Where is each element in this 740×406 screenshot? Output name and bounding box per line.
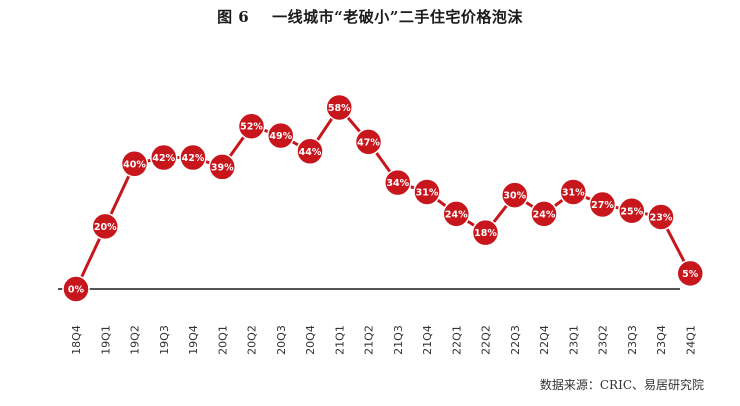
data-point-24Q1: 5% — [676, 259, 704, 288]
data-point-19Q2: 40% — [120, 150, 149, 178]
data-point-19Q4: 42% — [179, 143, 207, 172]
data-point-22Q2: 18% — [471, 218, 500, 247]
figure-number: 图 6 — [217, 8, 250, 26]
data-point-19Q3: 42% — [150, 143, 178, 172]
data-point-20Q2: 52% — [237, 112, 266, 140]
data-label: 49% — [269, 131, 292, 142]
x-tick-label: 18Q4 — [70, 325, 83, 355]
x-tick-label: 23Q4 — [655, 325, 668, 355]
x-tick-label: 19Q3 — [158, 325, 171, 355]
data-label: 58% — [328, 103, 351, 114]
x-tick-label: 22Q3 — [509, 325, 522, 355]
data-label: 24% — [445, 209, 468, 220]
data-label: 23% — [650, 213, 673, 224]
data-point-22Q3: 30% — [501, 181, 529, 209]
data-point-21Q2: 47% — [354, 128, 383, 156]
data-point-23Q3: 25% — [618, 197, 646, 225]
data-point-21Q4: 31% — [413, 178, 441, 206]
x-tick-label: 23Q2 — [597, 325, 610, 355]
data-label: 31% — [562, 187, 585, 198]
source-note: 数据来源：CRIC、易居研究院 — [539, 378, 704, 392]
point-marker — [150, 143, 178, 172]
data-label: 52% — [240, 122, 263, 133]
x-tick-label: 21Q2 — [363, 325, 376, 355]
point-marker — [325, 93, 353, 122]
data-point-20Q3: 49% — [267, 121, 295, 150]
data-point-18Q4: 0% — [62, 275, 90, 303]
x-tick-label: 23Q3 — [626, 325, 639, 355]
point-marker — [501, 181, 529, 209]
x-tick-label: 24Q1 — [684, 325, 697, 355]
data-label: 0% — [68, 285, 85, 296]
point-marker — [559, 178, 587, 206]
data-label: 31% — [416, 187, 439, 198]
data-point-20Q4: 44% — [296, 137, 324, 166]
x-tick-label: 21Q1 — [333, 325, 346, 355]
point-marker — [413, 178, 441, 206]
data-point-23Q1: 31% — [559, 178, 587, 206]
data-label: 44% — [299, 147, 322, 158]
x-tick-label: 21Q4 — [421, 325, 434, 355]
data-point-23Q4: 23% — [647, 203, 675, 231]
x-tick-label: 20Q1 — [216, 325, 229, 355]
x-tick-label: 21Q3 — [392, 325, 405, 355]
point-marker — [384, 168, 412, 197]
x-tick-label: 22Q2 — [480, 325, 493, 355]
chart-title: 图 6 一线城市“老破小”二手住宅价格泡沫 — [0, 6, 740, 27]
data-point-19Q1: 20% — [91, 212, 119, 241]
point-marker — [62, 275, 90, 303]
x-tick-label: 23Q1 — [567, 325, 580, 355]
data-label: 42% — [152, 153, 175, 164]
data-label: 24% — [533, 209, 556, 220]
data-point-21Q1: 58% — [325, 93, 353, 122]
point-marker — [91, 212, 119, 241]
data-label: 30% — [503, 191, 526, 202]
title-text: 一线城市“老破小”二手住宅价格泡沫 — [272, 8, 523, 26]
point-marker — [296, 137, 324, 166]
x-tick-label: 20Q2 — [246, 325, 259, 355]
data-label: 27% — [591, 200, 614, 211]
point-marker — [120, 150, 149, 178]
data-label: 39% — [211, 162, 234, 173]
x-tick-label: 20Q4 — [304, 325, 317, 355]
x-tick-label: 19Q4 — [187, 325, 200, 355]
data-label: 47% — [357, 137, 380, 148]
point-marker — [208, 153, 236, 181]
point-marker — [647, 203, 675, 231]
data-label: 34% — [386, 178, 409, 189]
point-marker — [267, 121, 295, 150]
data-point-22Q4: 24% — [530, 200, 558, 228]
point-marker — [588, 190, 617, 219]
data-point-21Q3: 34% — [384, 168, 412, 197]
data-point-22Q1: 24% — [442, 200, 470, 228]
point-marker — [676, 259, 704, 288]
point-marker — [530, 200, 558, 228]
point-marker — [354, 128, 383, 156]
x-tick-label: 19Q2 — [129, 325, 142, 355]
point-marker — [618, 197, 646, 225]
data-label: 20% — [94, 222, 117, 233]
x-tick-label: 20Q3 — [275, 325, 288, 355]
point-marker — [237, 112, 266, 140]
x-tick-label: 22Q4 — [538, 325, 551, 355]
point-marker — [179, 143, 207, 172]
series-line — [74, 106, 692, 290]
data-label: 42% — [182, 153, 205, 164]
point-marker — [471, 218, 500, 247]
data-label: 40% — [123, 159, 146, 170]
point-marker — [442, 200, 470, 228]
data-label: 25% — [620, 206, 643, 217]
data-label: 5% — [682, 269, 699, 280]
x-tick-label: 19Q1 — [99, 325, 112, 355]
data-label: 18% — [474, 228, 497, 239]
data-point-23Q2: 27% — [588, 190, 617, 219]
data-point-20Q1: 39% — [208, 153, 236, 181]
x-tick-label: 22Q1 — [450, 325, 463, 355]
